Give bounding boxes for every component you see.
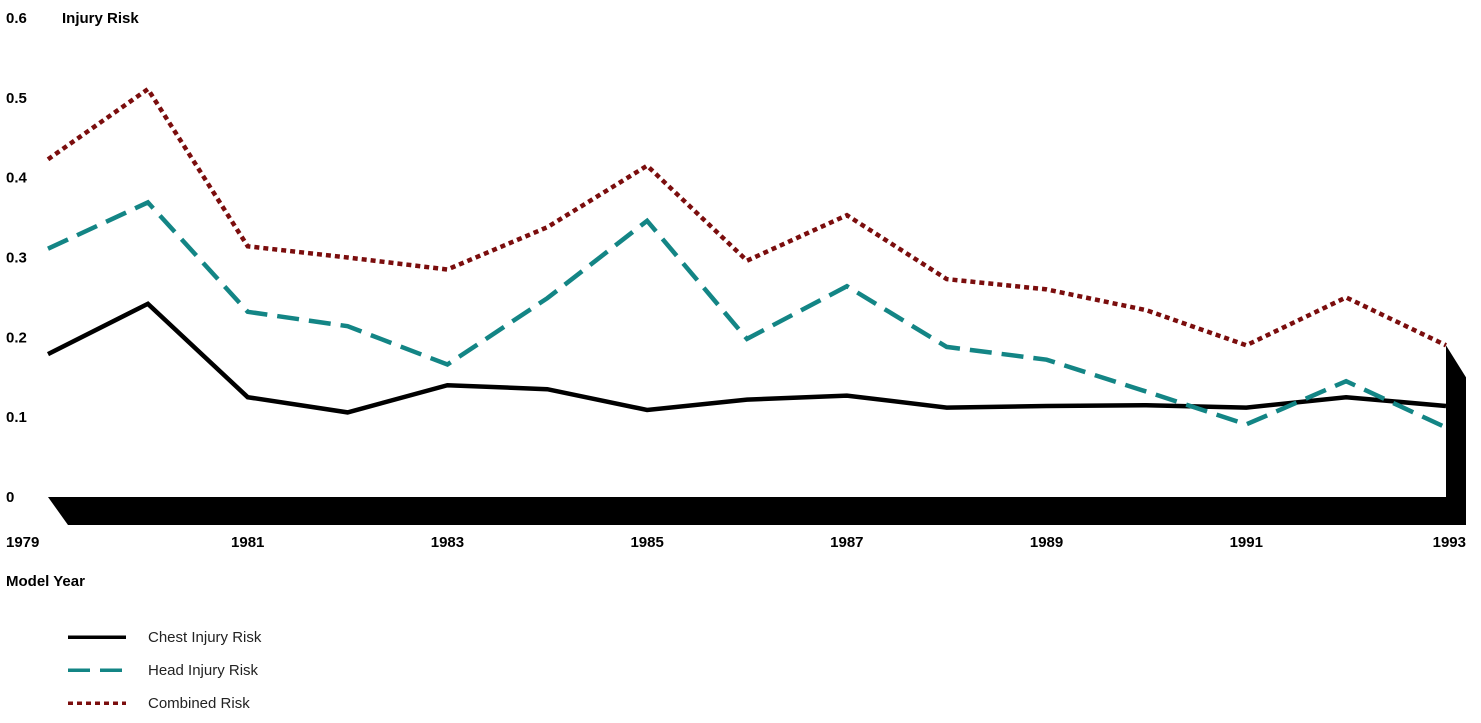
x-tick-label: 1991 [1230, 534, 1263, 551]
legend-label-chest: Chest Injury Risk [148, 628, 262, 646]
y-tick-label: 0 [6, 489, 14, 506]
y-tick-label: 0.3 [6, 250, 27, 267]
y-tick-label: 0.1 [6, 409, 27, 426]
y-tick-label: 0.2 [6, 329, 27, 346]
x-tick-label: 1983 [431, 534, 464, 551]
x-axis-base [48, 497, 1466, 525]
legend-label-head: Head Injury Risk [148, 661, 259, 679]
legend-swatch-chest [68, 635, 126, 639]
x-tick-label: 1987 [830, 534, 863, 551]
right-axis-wall [1446, 345, 1466, 525]
combined-risk-line [46, 85, 1447, 348]
x-tick-label: 1989 [1030, 534, 1063, 551]
x-axis-title: Model Year [6, 573, 85, 590]
chest-risk-line [46, 301, 1447, 415]
legend-swatch-combined [68, 701, 126, 705]
y-tick-label: 0.4 [6, 170, 28, 187]
legend: Chest Injury Risk Head Injury Risk Combi… [68, 624, 261, 723]
head-risk-line [47, 199, 1447, 430]
legend-item-combined: Combined Risk [68, 690, 261, 716]
y-tick-label: 0.6 [6, 10, 27, 27]
x-tick-label: 1985 [630, 534, 663, 551]
y-axis-title: Injury Risk [62, 10, 139, 27]
y-tick-label: 0.5 [6, 90, 27, 107]
legend-label-combined: Combined Risk [148, 694, 250, 712]
x-tick-label: 1993 [1433, 534, 1466, 551]
legend-item-head: Head Injury Risk [68, 657, 261, 683]
legend-swatch-head [68, 668, 126, 672]
legend-item-chest: Chest Injury Risk [68, 624, 261, 650]
x-tick-label: 1979 [6, 534, 39, 551]
x-tick-label: 1981 [231, 534, 264, 551]
line-chart: 0 0.1 0.2 0.3 0.4 0.5 0.6 Injury Risk 1979 1981 19… [6, 10, 1466, 590]
